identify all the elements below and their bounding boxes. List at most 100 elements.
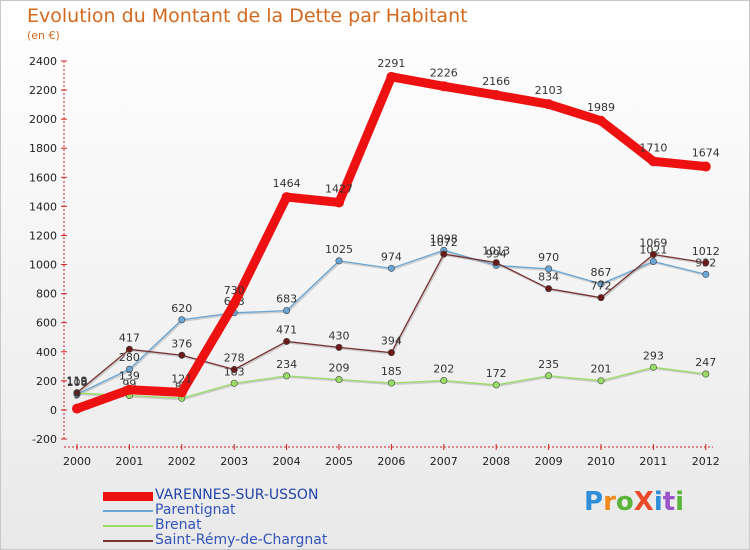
data-point bbox=[283, 337, 291, 345]
data-label: 201 bbox=[591, 363, 612, 376]
logo-letter: r bbox=[603, 487, 616, 517]
x-tick-label: 2007 bbox=[430, 455, 458, 468]
y-tick-label: 800 bbox=[36, 288, 57, 301]
data-point bbox=[491, 90, 502, 101]
data-point bbox=[597, 377, 605, 385]
data-point bbox=[229, 298, 240, 309]
data-point bbox=[596, 115, 606, 126]
data-point bbox=[649, 363, 657, 371]
data-point bbox=[72, 403, 82, 414]
data-label: 1021 bbox=[639, 243, 667, 256]
logo-letter: i bbox=[653, 487, 663, 517]
data-label: 1012 bbox=[692, 245, 720, 258]
data-label: 108 bbox=[67, 376, 88, 389]
legend-label: Brenat bbox=[155, 517, 202, 533]
data-label: 2166 bbox=[482, 75, 510, 88]
y-tick-label: 2000 bbox=[29, 113, 57, 126]
data-point bbox=[492, 259, 500, 267]
data-label: 209 bbox=[329, 362, 350, 375]
data-point bbox=[230, 366, 238, 374]
data-point bbox=[335, 257, 343, 265]
data-point bbox=[492, 381, 500, 389]
y-tick-label: 0 bbox=[50, 404, 57, 417]
data-label: 278 bbox=[224, 352, 245, 365]
data-point bbox=[178, 316, 186, 324]
data-label: 121 bbox=[171, 372, 192, 385]
y-tick-label: 1400 bbox=[29, 200, 57, 213]
data-point bbox=[73, 389, 81, 397]
data-point bbox=[334, 197, 344, 208]
data-label: 620 bbox=[171, 302, 192, 315]
data-point bbox=[125, 365, 133, 373]
data-label: 994 bbox=[486, 247, 507, 260]
data-label: 172 bbox=[486, 367, 507, 380]
data-label: 9 bbox=[74, 389, 81, 402]
data-label: 119 bbox=[67, 375, 88, 388]
data-point bbox=[124, 384, 135, 395]
logo-letter: o bbox=[615, 487, 634, 517]
data-label: 867 bbox=[591, 266, 612, 279]
data-point bbox=[648, 156, 659, 167]
data-point bbox=[283, 307, 291, 315]
data-label: 1674 bbox=[692, 147, 720, 160]
logo-letter: t bbox=[662, 487, 676, 517]
x-tick-label: 2006 bbox=[377, 455, 405, 468]
data-label: 247 bbox=[695, 356, 716, 369]
y-tick-label: -200 bbox=[32, 433, 57, 446]
y-tick-label: 600 bbox=[36, 317, 57, 330]
data-label: 235 bbox=[538, 358, 559, 371]
data-label: 1025 bbox=[325, 243, 353, 256]
data-point bbox=[440, 250, 448, 258]
data-point bbox=[545, 265, 553, 273]
data-point bbox=[386, 71, 397, 82]
data-point bbox=[597, 280, 605, 288]
data-label: 293 bbox=[643, 349, 664, 362]
data-point bbox=[702, 370, 710, 378]
legend-item: VARENNES-SUR-USSON bbox=[103, 487, 403, 505]
data-label: 417 bbox=[119, 331, 140, 344]
x-tick-label: 2012 bbox=[692, 455, 720, 468]
data-label: 1072 bbox=[430, 236, 458, 249]
x-tick-label: 2003 bbox=[220, 455, 248, 468]
legend-swatch bbox=[103, 510, 153, 512]
data-point bbox=[125, 345, 133, 353]
data-label: 116 bbox=[67, 375, 88, 388]
y-tick-label: 1600 bbox=[29, 171, 57, 184]
unit-label: (en €) bbox=[27, 29, 60, 42]
data-point bbox=[597, 294, 605, 302]
data-point bbox=[178, 351, 186, 359]
y-tick-label: 1000 bbox=[29, 259, 57, 272]
logo-letter: X bbox=[633, 487, 654, 517]
data-point bbox=[387, 379, 395, 387]
data-point bbox=[281, 192, 292, 203]
data-label: 834 bbox=[538, 271, 559, 284]
y-tick-label: 1800 bbox=[29, 142, 57, 155]
logo-letter: i bbox=[675, 487, 685, 517]
data-label: 234 bbox=[276, 358, 297, 371]
x-tick-label: 2005 bbox=[325, 455, 353, 468]
y-tick-label: 400 bbox=[36, 346, 57, 359]
x-tick-label: 2009 bbox=[535, 455, 563, 468]
data-label: 1427 bbox=[325, 182, 353, 195]
x-tick-label: 2002 bbox=[168, 455, 196, 468]
data-label: 1989 bbox=[587, 101, 615, 114]
data-label: 683 bbox=[276, 293, 297, 306]
data-label: 1013 bbox=[482, 245, 510, 258]
data-point bbox=[283, 372, 291, 380]
data-point bbox=[335, 376, 343, 384]
data-point bbox=[335, 343, 343, 351]
y-tick-label: 1200 bbox=[29, 229, 57, 242]
data-label: 2103 bbox=[535, 84, 563, 97]
data-label: 376 bbox=[171, 337, 192, 350]
legend-label: VARENNES-SUR-USSON bbox=[155, 487, 319, 503]
legend-label: Parentignat bbox=[155, 502, 236, 518]
data-label: 1069 bbox=[639, 237, 667, 250]
y-tick-label: 200 bbox=[36, 375, 57, 388]
proxiti-logo: ProXiti bbox=[584, 487, 684, 517]
data-point bbox=[702, 259, 710, 267]
chart-title: Evolution du Montant de la Dette par Hab… bbox=[27, 5, 468, 27]
data-label: 974 bbox=[381, 250, 402, 263]
y-tick-label: 2200 bbox=[29, 84, 57, 97]
